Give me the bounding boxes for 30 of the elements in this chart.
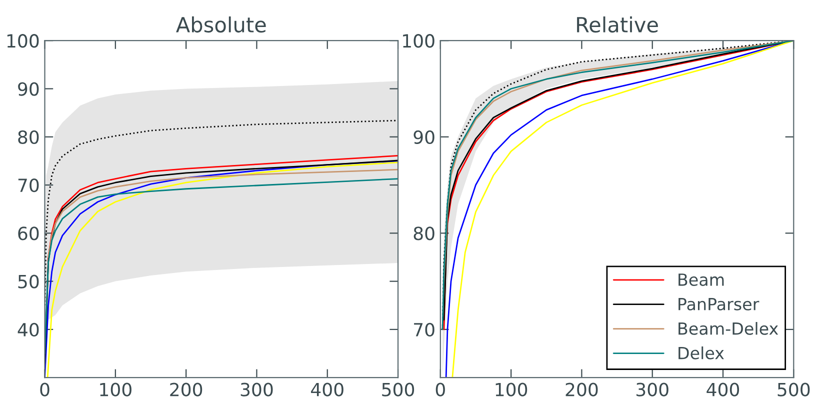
chart-title: Absolute (176, 16, 266, 33)
y-tick-label: 80 (18, 130, 39, 144)
x-tick-label: 200 (566, 382, 598, 396)
legend-label: PanParser (678, 298, 760, 310)
chart-title: Relative (577, 16, 658, 33)
y-tick-label: 60 (18, 226, 39, 240)
y-tick-label: 70 (18, 178, 39, 192)
legend-label: Delex (678, 346, 724, 360)
y-tick-label: 100 (7, 34, 39, 48)
y-tick-label: 70 (414, 322, 434, 337)
x-tick-label: 0 (436, 382, 445, 396)
y-tick-label: 80 (414, 226, 434, 240)
x-tick-label: 100 (100, 382, 132, 396)
x-tick-label: 400 (706, 382, 740, 396)
legend-label: Beam-Delex (678, 322, 778, 335)
y-tick-label: 90 (414, 130, 434, 144)
x-tick-label: 300 (240, 382, 273, 396)
x-tick-label: 300 (636, 382, 668, 396)
y-tick-label: 100 (403, 34, 434, 48)
x-tick-label: 400 (311, 382, 344, 396)
y-tick-label: 90 (18, 82, 39, 96)
y-tick-label: 40 (18, 322, 39, 337)
x-tick-label: 500 (778, 382, 810, 396)
y-tick-label: 50 (18, 274, 39, 288)
x-tick-label: 100 (496, 382, 528, 396)
x-tick-label: 200 (170, 382, 202, 396)
x-tick-label: 0 (40, 382, 50, 396)
line-series (48, 168, 398, 258)
x-tick-label: 500 (382, 382, 414, 396)
legend-label: Beam (678, 274, 724, 286)
